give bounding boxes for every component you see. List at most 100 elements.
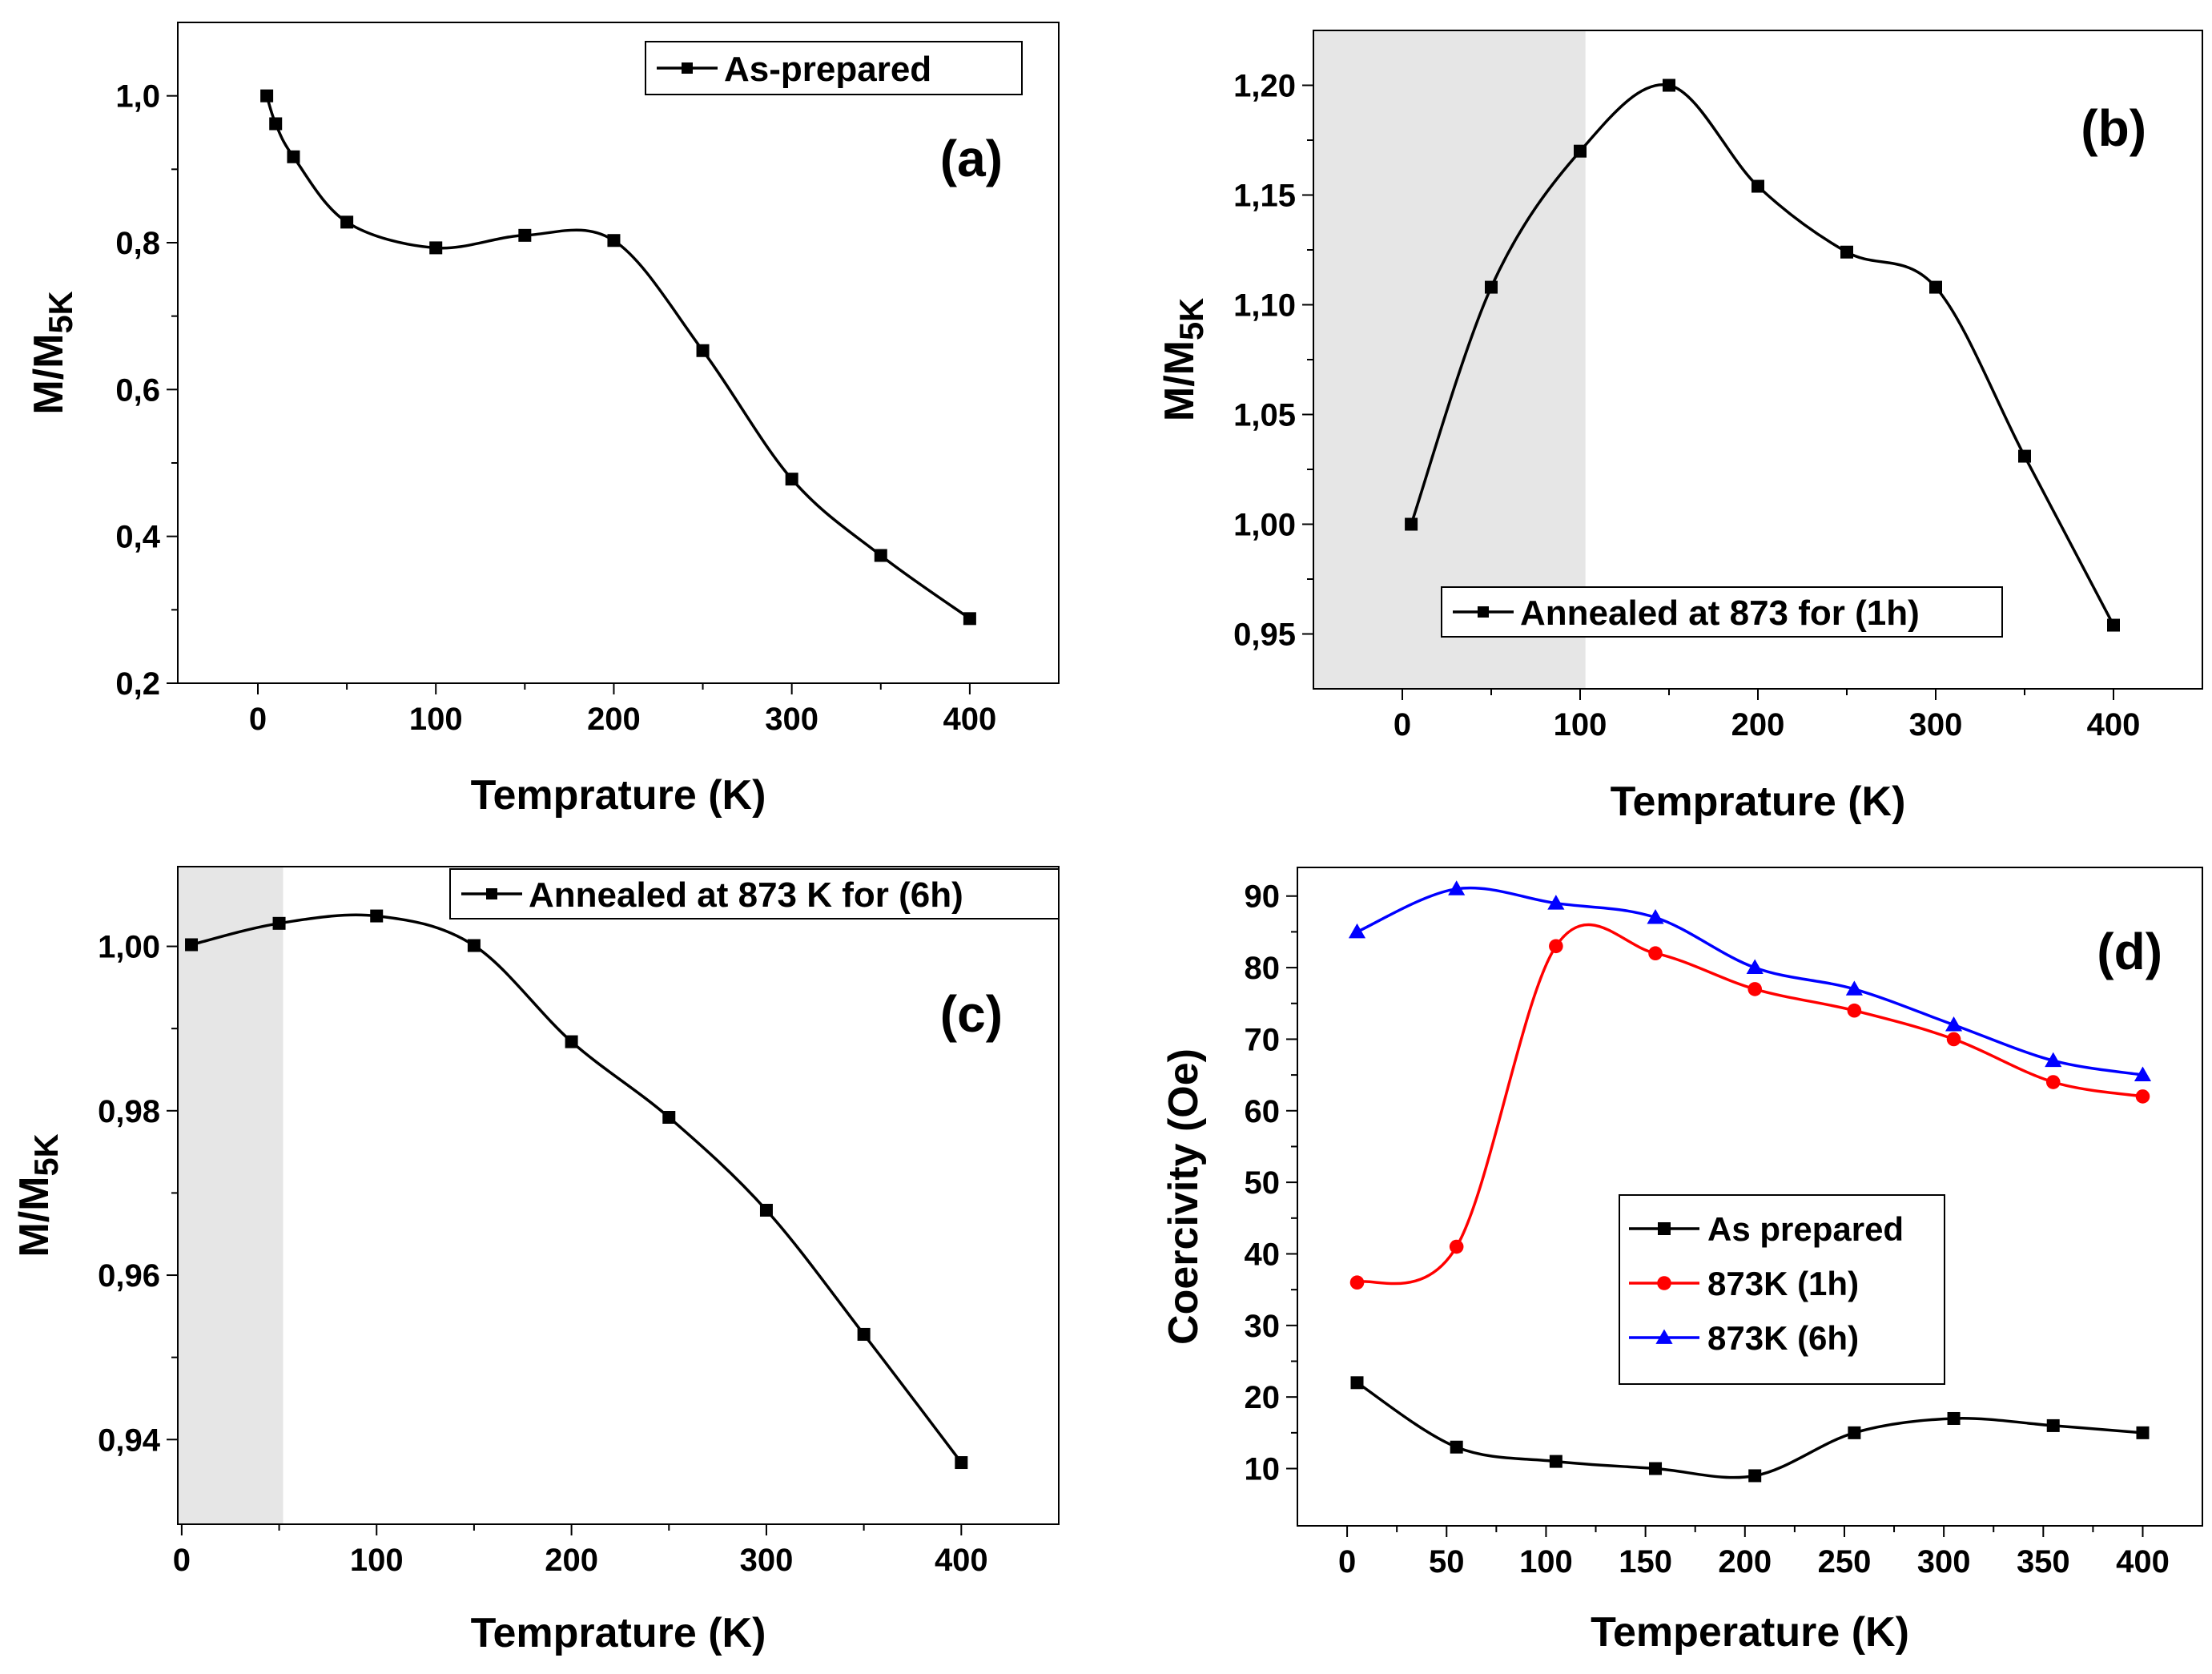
x-tick-label: 350 (2017, 1544, 2070, 1579)
y-tick-label: 1,00 (1233, 508, 1296, 543)
y-tick-label: 60 (1245, 1094, 1281, 1129)
data-point (2046, 1418, 2060, 1432)
y-axis-label-main: M/M (1156, 340, 1203, 421)
series-line-1 (191, 913, 963, 1464)
data-point (1450, 1440, 1463, 1454)
data-point (340, 215, 354, 229)
y-tick-label: 1,0 (115, 79, 160, 115)
series-line-1 (1356, 1381, 2143, 1479)
data-point (185, 938, 199, 952)
data-point (260, 89, 274, 103)
legend-box (1619, 1194, 1945, 1385)
legend-box (645, 41, 1023, 95)
data-point (1746, 959, 1764, 975)
y-tick-label: 20 (1245, 1380, 1281, 1415)
y-tick-label: 0,94 (98, 1422, 161, 1458)
legend-marker (1658, 1222, 1671, 1235)
y-tick-label: 0,98 (98, 1094, 160, 1129)
y-tick-label: 1,00 (98, 930, 160, 965)
x-axis-label: Temprature (K) (471, 772, 766, 819)
y-axis-label-subscript: 5K (42, 291, 79, 333)
y-tick-label: 1,20 (1233, 69, 1296, 104)
x-tick-label: 200 (545, 1543, 598, 1578)
data-point (272, 916, 286, 930)
x-tick-label: 200 (1731, 707, 1785, 742)
legend-marker (486, 888, 497, 899)
data-point (785, 473, 798, 486)
y-tick-label: 1,05 (1233, 398, 1296, 433)
legend-label: Annealed at 873 for (1h) (1520, 594, 1920, 633)
panel-label: (b) (2081, 99, 2146, 157)
legend-marker (1655, 1329, 1673, 1344)
data-point (607, 234, 621, 247)
x-tick-label: 400 (2087, 707, 2141, 742)
y-tick-label: 70 (1245, 1022, 1281, 1057)
data-point (1350, 1376, 1364, 1390)
data-point (1449, 1239, 1464, 1254)
data-point (857, 1327, 871, 1341)
data-point (1929, 280, 1942, 294)
y-axis-label: M/M5K (11, 1133, 65, 1257)
data-point (1847, 1003, 1862, 1018)
data-point (429, 241, 443, 255)
data-point (1663, 78, 1675, 92)
legend-box (449, 868, 1060, 919)
panel-label: (d) (2097, 923, 2162, 980)
data-point (269, 117, 283, 131)
y-axis-label: Coercivity (Oe) (1160, 1048, 1207, 1345)
x-tick-label: 300 (1917, 1544, 1971, 1579)
x-tick-label: 100 (1554, 707, 1607, 742)
plot-frame (1297, 867, 2203, 1527)
data-point (1747, 982, 1763, 996)
data-point (1405, 517, 1418, 531)
x-tick-label: 150 (1619, 1544, 1672, 1579)
y-tick-label: 0,8 (115, 226, 160, 261)
x-tick-label: 300 (1909, 707, 1963, 742)
x-tick-label: 50 (1429, 1544, 1465, 1579)
data-point (1485, 280, 1498, 294)
y-axis-label-main: Coercivity (Oe) (1160, 1048, 1207, 1345)
data-point (1946, 1032, 1961, 1047)
series-line-2 (1356, 923, 2143, 1286)
data-point (963, 612, 976, 626)
data-point (2134, 1066, 2152, 1082)
x-tick-label: 200 (1718, 1544, 1772, 1579)
y-tick-label: 50 (1245, 1165, 1281, 1201)
y-tick-label: 80 (1245, 951, 1281, 986)
legend-marker (682, 62, 693, 74)
panel-label: (a) (940, 130, 1003, 187)
legend-label: 873K (6h) (1707, 1319, 1859, 1357)
chart-panel-b: 0 100 200 300 400 0,95 1,00 1,05 1,10 1,15 1,20 Tem… (1156, 30, 2203, 825)
panel-label: (c) (940, 985, 1003, 1043)
legend-label: Annealed at 873 K for (6h) (529, 875, 963, 915)
data-point (467, 939, 481, 952)
x-axis-label: Temprature (K) (471, 1610, 766, 1656)
x-tick-label: 0 (1394, 707, 1411, 742)
chart-panel-d: 0 50 100 150 200 250 300 350 400 10 20 30 40 50 60 70 80… (1160, 867, 2203, 1656)
data-point (1845, 980, 1863, 996)
y-axis-label: M/M5K (26, 291, 79, 414)
y-tick-label: 90 (1245, 879, 1281, 915)
data-point (1349, 1275, 1365, 1290)
plot-frame (177, 22, 1060, 684)
data-point (2018, 449, 2031, 463)
data-point (696, 344, 710, 357)
y-axis-label-subscript: 5K (1172, 298, 1210, 340)
x-tick-label: 100 (350, 1543, 404, 1578)
legend-label: 873K (1h) (1707, 1265, 1859, 1302)
data-point (1649, 1462, 1663, 1475)
data-point (1448, 880, 1466, 895)
y-tick-label: 0,95 (1233, 618, 1296, 653)
plot-frame (177, 866, 1060, 1525)
x-tick-label: 400 (943, 702, 997, 737)
y-axis-label-main: M/M (11, 1177, 58, 1258)
x-tick-label: 100 (1519, 1544, 1573, 1579)
data-point (1549, 1455, 1562, 1468)
chart-panel-c: 0 100 200 300 400 0,94 0,96 0,98 1,00 Temprature … (11, 866, 1060, 1656)
x-tick-label: 200 (587, 702, 641, 737)
y-tick-label: 1,10 (1233, 288, 1296, 324)
legend-label: As prepared (1707, 1210, 1904, 1248)
y-axis-label: M/M5K (1156, 298, 1210, 421)
y-axis-label-subscript: 5K (27, 1133, 65, 1176)
